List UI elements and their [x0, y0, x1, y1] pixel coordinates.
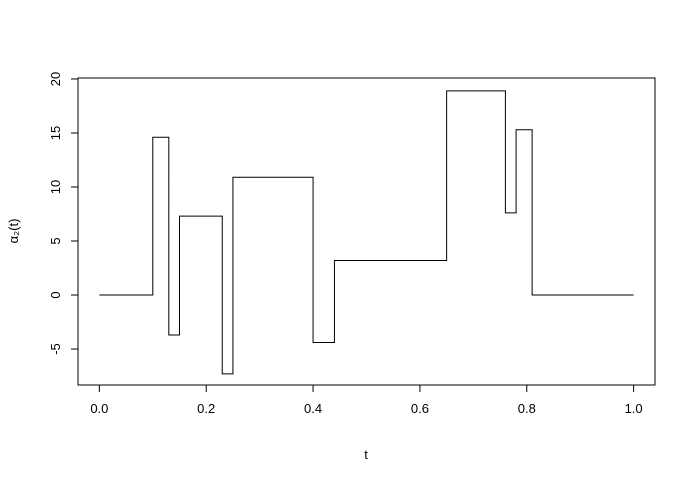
x-tick-label: 0.2 — [197, 401, 215, 416]
y-tick-label: 10 — [48, 180, 63, 194]
x-tick-label: 0.8 — [518, 401, 536, 416]
y-axis-label: α₂(t) — [6, 219, 21, 244]
x-tick-label: 0.0 — [90, 401, 108, 416]
y-tick-label: 15 — [48, 126, 63, 140]
x-tick-label: 1.0 — [625, 401, 643, 416]
y-tick-label: 20 — [48, 72, 63, 86]
x-axis-label: t — [364, 447, 368, 462]
x-tick-label: 0.4 — [304, 401, 322, 416]
series-line — [99, 90, 634, 375]
y-tick-label: 0 — [48, 291, 63, 298]
y-tick-label: -5 — [48, 343, 63, 355]
x-tick-label: 0.6 — [411, 401, 429, 416]
y-tick-label: 5 — [48, 237, 63, 244]
plot-box — [77, 77, 656, 386]
